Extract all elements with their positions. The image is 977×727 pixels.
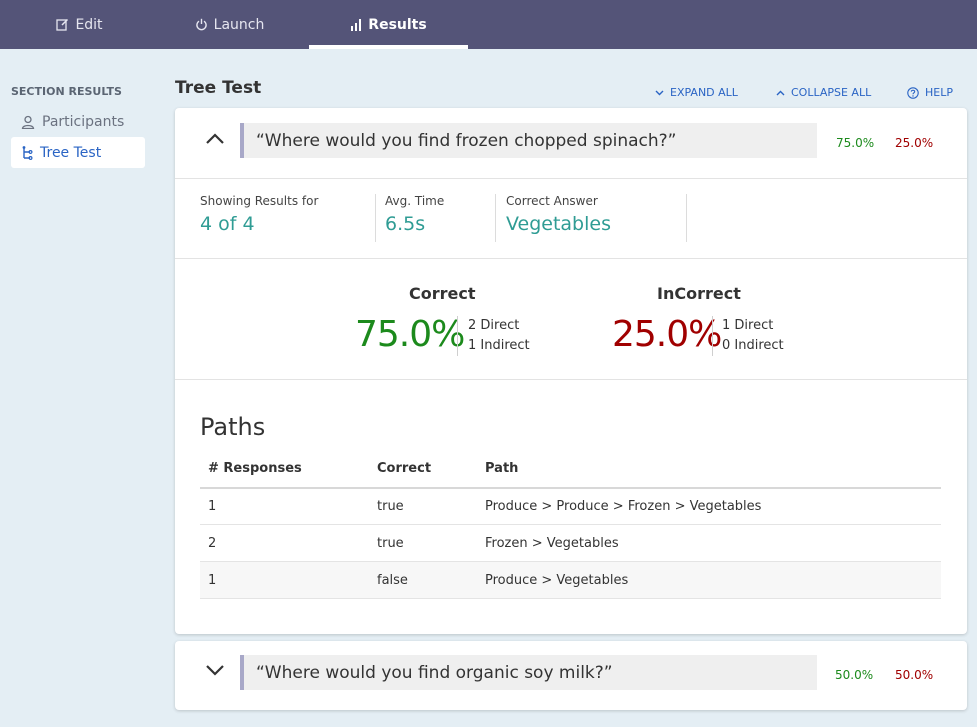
column-header-correct: Correct [377, 461, 432, 476]
cell-correct: false [377, 573, 408, 588]
divider [175, 178, 967, 179]
top-nav: Edit Launch Results [0, 0, 977, 49]
correct-direct: 2 Direct [468, 318, 520, 333]
collapse-all-button[interactable]: COLLAPSE ALL [776, 86, 871, 99]
incorrect-big-percent: 25.0% [612, 314, 722, 355]
incorrect-heading: InCorrect [657, 284, 741, 303]
divider [175, 379, 967, 380]
cell-responses: 1 [208, 573, 217, 588]
tree-icon [21, 145, 33, 160]
incorrect-percent: 25.0% [895, 136, 934, 150]
question-card: “Where would you find organic soy milk?”… [175, 641, 967, 710]
tab-launch-label: Launch [213, 16, 265, 33]
help-icon [907, 86, 919, 99]
chevron-down-icon [206, 665, 224, 676]
incorrect-indirect: 0 Indirect [722, 338, 784, 353]
page-title: Tree Test [175, 78, 262, 98]
incorrect-percent: 50.0% [895, 668, 934, 682]
table-row: 1 true Produce > Produce > Frozen > Vege… [200, 488, 941, 525]
divider [495, 194, 496, 242]
collapse-toggle[interactable] [203, 127, 227, 151]
expand-all-button[interactable]: EXPAND ALL [655, 86, 738, 99]
chevron-up-icon [206, 133, 224, 144]
table-row: 1 false Produce > Vegetables [200, 562, 941, 599]
cell-responses: 2 [208, 536, 217, 551]
expand-all-label: EXPAND ALL [670, 86, 738, 99]
cell-correct: true [377, 499, 404, 514]
help-button[interactable]: HELP [907, 86, 953, 99]
cell-path: Produce > Vegetables [485, 573, 629, 588]
stat-value: 4 of 4 [200, 213, 255, 235]
divider [457, 316, 458, 356]
cell-responses: 1 [208, 499, 217, 514]
power-icon [195, 18, 208, 31]
column-header-responses: # Responses [208, 461, 302, 476]
cell-path: Frozen > Vegetables [485, 536, 619, 551]
correct-percent: 75.0% [836, 136, 875, 150]
question-text: “Where would you find organic soy milk?” [240, 655, 817, 690]
tab-edit[interactable]: Edit [0, 0, 159, 49]
stat-value: Vegetables [506, 213, 611, 235]
table-header-divider [200, 487, 941, 489]
tab-edit-label: Edit [75, 16, 103, 33]
tab-results-label: Results [368, 16, 427, 33]
column-header-path: Path [485, 461, 519, 476]
divider [375, 194, 376, 242]
stat-label: Correct Answer [506, 194, 598, 208]
correct-indirect: 1 Indirect [468, 338, 530, 353]
cell-path: Produce > Produce > Frozen > Vegetables [485, 499, 762, 514]
sidebar-item-label: Participants [42, 113, 125, 130]
table-row: 2 true Frozen > Vegetables [200, 525, 941, 562]
sidebar-item-participants[interactable]: Participants [11, 106, 145, 137]
correct-heading: Correct [409, 284, 476, 303]
chevron-down-icon [655, 90, 664, 96]
edit-icon [56, 18, 69, 31]
divider [712, 316, 713, 356]
question-text: “Where would you find frozen chopped spi… [240, 123, 817, 158]
tab-results[interactable]: Results [309, 0, 468, 49]
tab-launch[interactable]: Launch [150, 0, 309, 49]
correct-percent: 50.0% [835, 668, 874, 682]
chevron-up-icon [776, 90, 785, 96]
paths-heading: Paths [200, 413, 266, 441]
expand-toggle[interactable] [203, 658, 227, 682]
stat-value: 6.5s [385, 213, 426, 235]
stat-correct-answer: Correct Answer Vegetables [506, 194, 611, 242]
cell-correct: true [377, 536, 404, 551]
user-icon [21, 115, 35, 129]
incorrect-direct: 1 Direct [722, 318, 774, 333]
collapse-all-label: COLLAPSE ALL [791, 86, 872, 99]
sidebar-heading: SECTION RESULTS [11, 85, 122, 98]
help-label: HELP [925, 86, 953, 99]
stat-label: Avg. Time [385, 194, 445, 208]
correct-big-percent: 75.0% [355, 314, 465, 355]
sidebar-item-tree-test[interactable]: Tree Test [11, 137, 145, 168]
divider [686, 194, 687, 242]
divider [175, 258, 967, 259]
stat-showing: Showing Results for 4 of 4 [200, 194, 318, 242]
stat-label: Showing Results for [200, 194, 319, 208]
stat-avg-time: Avg. Time 6.5s [385, 194, 444, 242]
question-card: “Where would you find frozen chopped spi… [175, 108, 967, 634]
sidebar-item-label: Tree Test [40, 144, 102, 161]
bar-chart-icon [350, 18, 362, 31]
